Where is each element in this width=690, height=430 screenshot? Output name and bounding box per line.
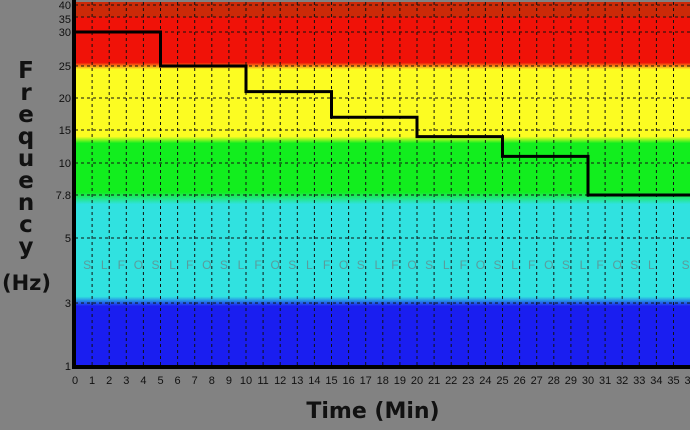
x-tick-label: 31 [599, 375, 611, 387]
x-tick-label: 10 [240, 375, 252, 387]
band-annotation-letter: O [134, 258, 143, 272]
x-tick-label: 21 [428, 375, 440, 387]
band-annotation-letter: L [648, 258, 655, 272]
x-tick-label: 7 [192, 375, 198, 387]
x-tick-label: 9 [226, 375, 232, 387]
x-tick-label: 19 [394, 375, 406, 387]
x-tick-label: 24 [479, 375, 491, 387]
y-axis-label-letter: e [18, 102, 34, 128]
y-tick-label: 10 [59, 158, 71, 170]
band-annotation-letter: L [580, 258, 587, 272]
band-annotation-letter: S [357, 258, 365, 272]
x-tick-label: 6 [175, 375, 181, 387]
y-tick-label: 3 [65, 298, 71, 310]
x-tick-label: 2 [106, 375, 112, 387]
band-annotation-letter: O [613, 258, 622, 272]
band-annotation-letter: S [288, 258, 296, 272]
x-tick-label: 22 [445, 375, 457, 387]
band-annotation-letter: L [443, 258, 450, 272]
x-tick-label: 26 [513, 375, 525, 387]
y-axis-label-letter: F [18, 58, 34, 84]
band-annotation-letter: S [83, 258, 91, 272]
x-tick-label: 14 [308, 375, 320, 387]
band-annotation-letter: O [271, 258, 280, 272]
band-annotation-letter: O [202, 258, 211, 272]
band-annotation-letter: F [596, 258, 603, 272]
step-line [75, 30, 690, 197]
y-axis-unit: (Hz) [2, 271, 51, 295]
x-tick-label: 15 [325, 375, 337, 387]
x-tick-label: 33 [633, 375, 645, 387]
band-annotation-letter: L [169, 258, 176, 272]
x-tick-label: 30 [582, 375, 594, 387]
y-tick-label: 25 [59, 61, 71, 73]
band-annotation-letter: L [306, 258, 313, 272]
y-axis-label-letter: n [17, 190, 35, 216]
y-axis-label-letter: y [18, 234, 34, 260]
x-tick-label: 3 [123, 375, 129, 387]
x-tick-label: 0 [72, 375, 78, 387]
y-axis-label-letter: q [17, 124, 35, 150]
x-tick-label: 13 [291, 375, 303, 387]
x-tick-label: 11 [257, 375, 268, 387]
y-axis-label-letter: u [17, 146, 35, 172]
x-tick-label: 20 [411, 375, 423, 387]
band-annotation-letter: F [186, 258, 193, 272]
band-annotation-letter: S [220, 258, 228, 272]
x-tick-label: 17 [360, 375, 372, 387]
band-annotation-letter: F [391, 258, 398, 272]
band-annotation-letter: S [682, 258, 690, 272]
band-annotation-letter: F [528, 258, 535, 272]
x-tick-label: 25 [496, 375, 508, 387]
y-axis-label-letter: e [18, 168, 34, 194]
x-tick-label: 35 [667, 375, 679, 387]
x-tick-label: 36 [684, 375, 690, 387]
x-tick-label: 27 [531, 375, 543, 387]
band-annotation-letter: S [425, 258, 433, 272]
band-annotation-letter: L [238, 258, 245, 272]
band-annotation-letter: S [562, 258, 570, 272]
x-tick-label: 23 [462, 375, 474, 387]
x-tick-label: 12 [274, 375, 286, 387]
x-tick-label: 32 [616, 375, 628, 387]
band-annotation-letter: S [493, 258, 501, 272]
band-annotation-letter: F [118, 258, 125, 272]
y-axis-label-letter: c [19, 212, 33, 238]
x-tick-label: 34 [650, 375, 662, 387]
band-annotation-letter: F [254, 258, 261, 272]
x-tick-label: 16 [342, 375, 354, 387]
y-tick-label: 30 [59, 27, 71, 39]
y-tick-label: 35 [59, 14, 71, 26]
x-tick-label: 29 [565, 375, 577, 387]
band-annotation-letter: S [630, 258, 638, 272]
band-annotation-letter: L [374, 258, 381, 272]
band-annotation-letter: S [151, 258, 159, 272]
y-tick-label: 1 [65, 361, 71, 373]
band-annotation-letter: O [339, 258, 348, 272]
band-annotation-letter: F [460, 258, 467, 272]
x-tick-label: 18 [377, 375, 389, 387]
y-tick-label: 40 [59, 0, 71, 12]
x-tick-label: 1 [89, 375, 95, 387]
band-annotation-letter: O [476, 258, 485, 272]
y-tick-label: 5 [65, 233, 71, 245]
x-axis-label: Time (Min) [306, 399, 440, 424]
band-annotation-letter: O [407, 258, 416, 272]
y-axis-label-letter: r [20, 80, 32, 106]
band-annotation-letter: O [544, 258, 553, 272]
x-tick-label: 8 [209, 375, 215, 387]
x-tick-label: 28 [548, 375, 560, 387]
band-annotation-letter: L [101, 258, 108, 272]
x-tick-label: 5 [157, 375, 163, 387]
y-tick-label: 15 [59, 125, 71, 137]
band-annotation-letter: F [323, 258, 330, 272]
x-tick-label: 4 [140, 375, 146, 387]
band-annotation-letter: L [511, 258, 518, 272]
y-tick-label: 20 [59, 93, 71, 105]
y-tick-label: 7.8 [56, 190, 71, 202]
